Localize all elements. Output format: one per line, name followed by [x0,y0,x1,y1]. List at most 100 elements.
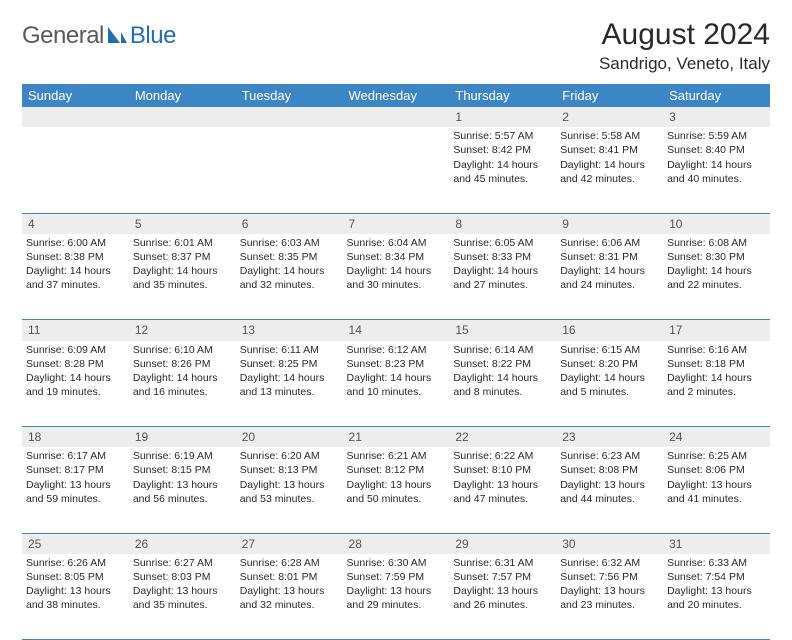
day-cell-text: Sunrise: 6:25 AM Sunset: 8:06 PM Dayligh… [667,449,766,506]
day-cell: Sunrise: 6:11 AM Sunset: 8:25 PM Dayligh… [236,341,343,427]
day-number: 27 [236,533,343,554]
location: Sandrigo, Veneto, Italy [599,54,770,74]
day-cell-text: Sunrise: 6:15 AM Sunset: 8:20 PM Dayligh… [560,343,659,400]
day-number: 7 [343,213,450,234]
daynum-row: 123 [22,107,770,127]
week-row: Sunrise: 6:17 AM Sunset: 8:17 PM Dayligh… [22,447,770,533]
daynum-row: 25262728293031 [22,533,770,554]
day-number [236,107,343,127]
day-cell-text: Sunrise: 6:22 AM Sunset: 8:10 PM Dayligh… [453,449,552,506]
day-cell-text: Sunrise: 6:10 AM Sunset: 8:26 PM Dayligh… [133,343,232,400]
day-cell: Sunrise: 6:30 AM Sunset: 7:59 PM Dayligh… [343,554,450,640]
weekday-header: Monday [129,84,236,107]
day-number: 2 [556,107,663,127]
day-cell: Sunrise: 6:03 AM Sunset: 8:35 PM Dayligh… [236,234,343,320]
day-number: 3 [663,107,770,127]
week-row: Sunrise: 5:57 AM Sunset: 8:42 PM Dayligh… [22,127,770,213]
day-cell-text: Sunrise: 6:26 AM Sunset: 8:05 PM Dayligh… [26,556,125,613]
day-cell: Sunrise: 6:00 AM Sunset: 8:38 PM Dayligh… [22,234,129,320]
day-cell [22,127,129,213]
day-cell-text: Sunrise: 6:30 AM Sunset: 7:59 PM Dayligh… [347,556,446,613]
day-cell-text: Sunrise: 5:57 AM Sunset: 8:42 PM Dayligh… [453,129,552,186]
day-cell-text: Sunrise: 6:20 AM Sunset: 8:13 PM Dayligh… [240,449,339,506]
day-cell-text: Sunrise: 5:58 AM Sunset: 8:41 PM Dayligh… [560,129,659,186]
week-row: Sunrise: 6:09 AM Sunset: 8:28 PM Dayligh… [22,341,770,427]
day-cell [343,127,450,213]
day-cell: Sunrise: 6:16 AM Sunset: 8:18 PM Dayligh… [663,341,770,427]
day-cell: Sunrise: 6:20 AM Sunset: 8:13 PM Dayligh… [236,447,343,533]
title-block: August 2024 Sandrigo, Veneto, Italy [599,18,770,74]
day-number: 15 [449,320,556,341]
day-cell: Sunrise: 6:26 AM Sunset: 8:05 PM Dayligh… [22,554,129,640]
day-cell: Sunrise: 6:23 AM Sunset: 8:08 PM Dayligh… [556,447,663,533]
day-number: 9 [556,213,663,234]
header: General Blue August 2024 Sandrigo, Venet… [22,18,770,74]
day-cell-text: Sunrise: 6:28 AM Sunset: 8:01 PM Dayligh… [240,556,339,613]
day-number: 11 [22,320,129,341]
daynum-row: 45678910 [22,213,770,234]
week-row: Sunrise: 6:26 AM Sunset: 8:05 PM Dayligh… [22,554,770,640]
day-number: 20 [236,427,343,448]
week-row: Sunrise: 6:00 AM Sunset: 8:38 PM Dayligh… [22,234,770,320]
logo: General Blue [22,22,176,50]
month-title: August 2024 [599,18,770,52]
day-number [22,107,129,127]
day-cell: Sunrise: 6:21 AM Sunset: 8:12 PM Dayligh… [343,447,450,533]
day-number: 1 [449,107,556,127]
weekday-header: Tuesday [236,84,343,107]
day-number: 30 [556,533,663,554]
day-cell-text: Sunrise: 6:27 AM Sunset: 8:03 PM Dayligh… [133,556,232,613]
day-number: 16 [556,320,663,341]
day-cell: Sunrise: 6:12 AM Sunset: 8:23 PM Dayligh… [343,341,450,427]
day-cell-text: Sunrise: 6:23 AM Sunset: 8:08 PM Dayligh… [560,449,659,506]
day-cell-text: Sunrise: 6:04 AM Sunset: 8:34 PM Dayligh… [347,236,446,293]
day-cell: Sunrise: 6:31 AM Sunset: 7:57 PM Dayligh… [449,554,556,640]
weekday-header: Thursday [449,84,556,107]
day-cell-text: Sunrise: 5:59 AM Sunset: 8:40 PM Dayligh… [667,129,766,186]
day-number: 21 [343,427,450,448]
day-number: 8 [449,213,556,234]
day-cell: Sunrise: 6:05 AM Sunset: 8:33 PM Dayligh… [449,234,556,320]
day-cell [236,127,343,213]
day-cell: Sunrise: 5:59 AM Sunset: 8:40 PM Dayligh… [663,127,770,213]
day-number: 14 [343,320,450,341]
daynum-row: 11121314151617 [22,320,770,341]
day-number: 18 [22,427,129,448]
day-number [343,107,450,127]
day-cell: Sunrise: 6:27 AM Sunset: 8:03 PM Dayligh… [129,554,236,640]
day-number: 10 [663,213,770,234]
day-cell-text: Sunrise: 6:00 AM Sunset: 8:38 PM Dayligh… [26,236,125,293]
day-cell: Sunrise: 6:01 AM Sunset: 8:37 PM Dayligh… [129,234,236,320]
weekday-header: Saturday [663,84,770,107]
day-number: 26 [129,533,236,554]
day-cell: Sunrise: 6:28 AM Sunset: 8:01 PM Dayligh… [236,554,343,640]
day-number: 23 [556,427,663,448]
day-cell-text: Sunrise: 6:16 AM Sunset: 8:18 PM Dayligh… [667,343,766,400]
day-cell: Sunrise: 6:15 AM Sunset: 8:20 PM Dayligh… [556,341,663,427]
day-cell-text: Sunrise: 6:03 AM Sunset: 8:35 PM Dayligh… [240,236,339,293]
day-cell-text: Sunrise: 6:11 AM Sunset: 8:25 PM Dayligh… [240,343,339,400]
day-cell: Sunrise: 5:58 AM Sunset: 8:41 PM Dayligh… [556,127,663,213]
day-cell: Sunrise: 6:19 AM Sunset: 8:15 PM Dayligh… [129,447,236,533]
weekday-header: Wednesday [343,84,450,107]
day-cell: Sunrise: 6:32 AM Sunset: 7:56 PM Dayligh… [556,554,663,640]
day-cell: Sunrise: 6:04 AM Sunset: 8:34 PM Dayligh… [343,234,450,320]
day-cell-text: Sunrise: 6:21 AM Sunset: 8:12 PM Dayligh… [347,449,446,506]
day-cell-text: Sunrise: 6:01 AM Sunset: 8:37 PM Dayligh… [133,236,232,293]
logo-text-general: General [22,22,104,50]
day-number: 25 [22,533,129,554]
day-number: 6 [236,213,343,234]
day-cell: Sunrise: 6:09 AM Sunset: 8:28 PM Dayligh… [22,341,129,427]
day-cell-text: Sunrise: 6:08 AM Sunset: 8:30 PM Dayligh… [667,236,766,293]
day-cell: Sunrise: 6:06 AM Sunset: 8:31 PM Dayligh… [556,234,663,320]
daynum-row: 18192021222324 [22,427,770,448]
weekday-header-row: Sunday Monday Tuesday Wednesday Thursday… [22,84,770,107]
day-cell-text: Sunrise: 6:06 AM Sunset: 8:31 PM Dayligh… [560,236,659,293]
day-cell: Sunrise: 6:17 AM Sunset: 8:17 PM Dayligh… [22,447,129,533]
calendar-table: Sunday Monday Tuesday Wednesday Thursday… [22,84,770,640]
day-cell-text: Sunrise: 6:05 AM Sunset: 8:33 PM Dayligh… [453,236,552,293]
day-number: 31 [663,533,770,554]
day-cell: Sunrise: 5:57 AM Sunset: 8:42 PM Dayligh… [449,127,556,213]
day-number: 12 [129,320,236,341]
day-cell-text: Sunrise: 6:19 AM Sunset: 8:15 PM Dayligh… [133,449,232,506]
